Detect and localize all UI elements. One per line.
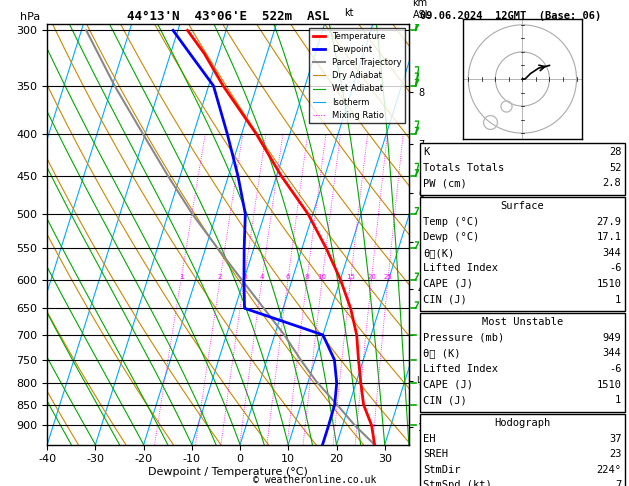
Text: 1510: 1510 xyxy=(596,380,621,390)
Text: 2.8: 2.8 xyxy=(603,178,621,189)
Text: © weatheronline.co.uk: © weatheronline.co.uk xyxy=(253,475,376,485)
Text: -6: -6 xyxy=(609,263,621,274)
Text: 10: 10 xyxy=(318,274,326,279)
Text: θᴄ(K): θᴄ(K) xyxy=(423,248,455,258)
Text: 224°: 224° xyxy=(596,465,621,475)
Text: 949: 949 xyxy=(603,333,621,343)
Text: Totals Totals: Totals Totals xyxy=(423,163,504,173)
Text: CIN (J): CIN (J) xyxy=(423,395,467,405)
Text: Most Unstable: Most Unstable xyxy=(482,317,563,328)
Text: kt: kt xyxy=(344,8,353,18)
Text: EH: EH xyxy=(423,434,436,444)
Text: 09.06.2024  12GMT  (Base: 06): 09.06.2024 12GMT (Base: 06) xyxy=(420,11,601,21)
Text: 1: 1 xyxy=(615,395,621,405)
Text: 344: 344 xyxy=(603,348,621,359)
Text: 4: 4 xyxy=(260,274,264,279)
Text: 344: 344 xyxy=(603,248,621,258)
Title: 44°13'N  43°06'E  522m  ASL: 44°13'N 43°06'E 522m ASL xyxy=(127,10,329,23)
Text: Temp (°C): Temp (°C) xyxy=(423,217,479,227)
Text: 1510: 1510 xyxy=(596,279,621,289)
Text: Surface: Surface xyxy=(501,201,544,211)
Text: 25: 25 xyxy=(384,274,392,279)
Text: LCL: LCL xyxy=(416,376,431,385)
Text: Hodograph: Hodograph xyxy=(494,418,550,428)
Text: 1: 1 xyxy=(615,295,621,305)
Text: CAPE (J): CAPE (J) xyxy=(423,279,473,289)
Text: 7: 7 xyxy=(615,480,621,486)
Text: 20: 20 xyxy=(367,274,376,279)
Text: km
ASL: km ASL xyxy=(413,0,431,20)
Legend: Temperature, Dewpoint, Parcel Trajectory, Dry Adiabat, Wet Adiabat, Isotherm, Mi: Temperature, Dewpoint, Parcel Trajectory… xyxy=(309,29,404,123)
Text: 37: 37 xyxy=(609,434,621,444)
Text: CAPE (J): CAPE (J) xyxy=(423,380,473,390)
Text: 27.9: 27.9 xyxy=(596,217,621,227)
Text: 15: 15 xyxy=(346,274,355,279)
Text: SREH: SREH xyxy=(423,449,448,459)
Text: 3: 3 xyxy=(242,274,247,279)
Text: θᴄ (K): θᴄ (K) xyxy=(423,348,461,359)
Text: Lifted Index: Lifted Index xyxy=(423,263,498,274)
Text: StmDir: StmDir xyxy=(423,465,461,475)
Text: K: K xyxy=(423,147,430,157)
Text: 6: 6 xyxy=(286,274,290,279)
X-axis label: Dewpoint / Temperature (°C): Dewpoint / Temperature (°C) xyxy=(148,467,308,477)
Text: 28: 28 xyxy=(609,147,621,157)
Text: StmSpd (kt): StmSpd (kt) xyxy=(423,480,492,486)
Text: PW (cm): PW (cm) xyxy=(423,178,467,189)
Text: 17.1: 17.1 xyxy=(596,232,621,243)
Text: -6: -6 xyxy=(609,364,621,374)
Text: 52: 52 xyxy=(609,163,621,173)
Text: Pressure (mb): Pressure (mb) xyxy=(423,333,504,343)
Text: 1: 1 xyxy=(179,274,183,279)
Text: Dewp (°C): Dewp (°C) xyxy=(423,232,479,243)
Text: CIN (J): CIN (J) xyxy=(423,295,467,305)
Text: 2: 2 xyxy=(218,274,222,279)
Text: hPa: hPa xyxy=(20,12,40,22)
Text: Lifted Index: Lifted Index xyxy=(423,364,498,374)
Text: 8: 8 xyxy=(305,274,309,279)
Text: 23: 23 xyxy=(609,449,621,459)
